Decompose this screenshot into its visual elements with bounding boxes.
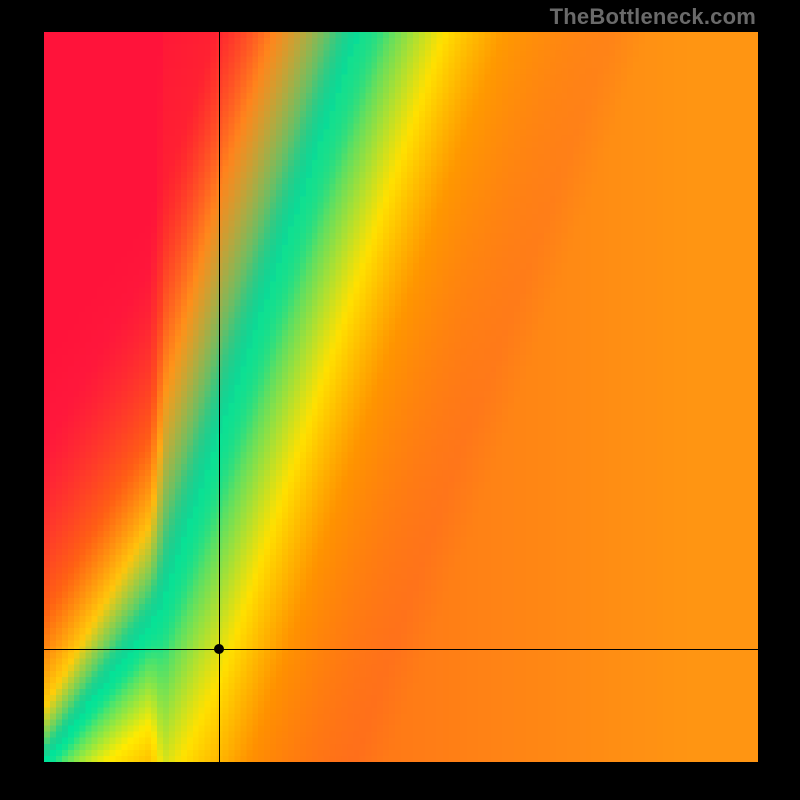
crosshair-horizontal <box>44 649 758 650</box>
watermark-text: TheBottleneck.com <box>550 4 756 30</box>
heatmap-canvas <box>44 32 758 762</box>
plot-area <box>44 32 758 762</box>
figure-root: TheBottleneck.com <box>0 0 800 800</box>
crosshair-marker <box>214 644 224 654</box>
